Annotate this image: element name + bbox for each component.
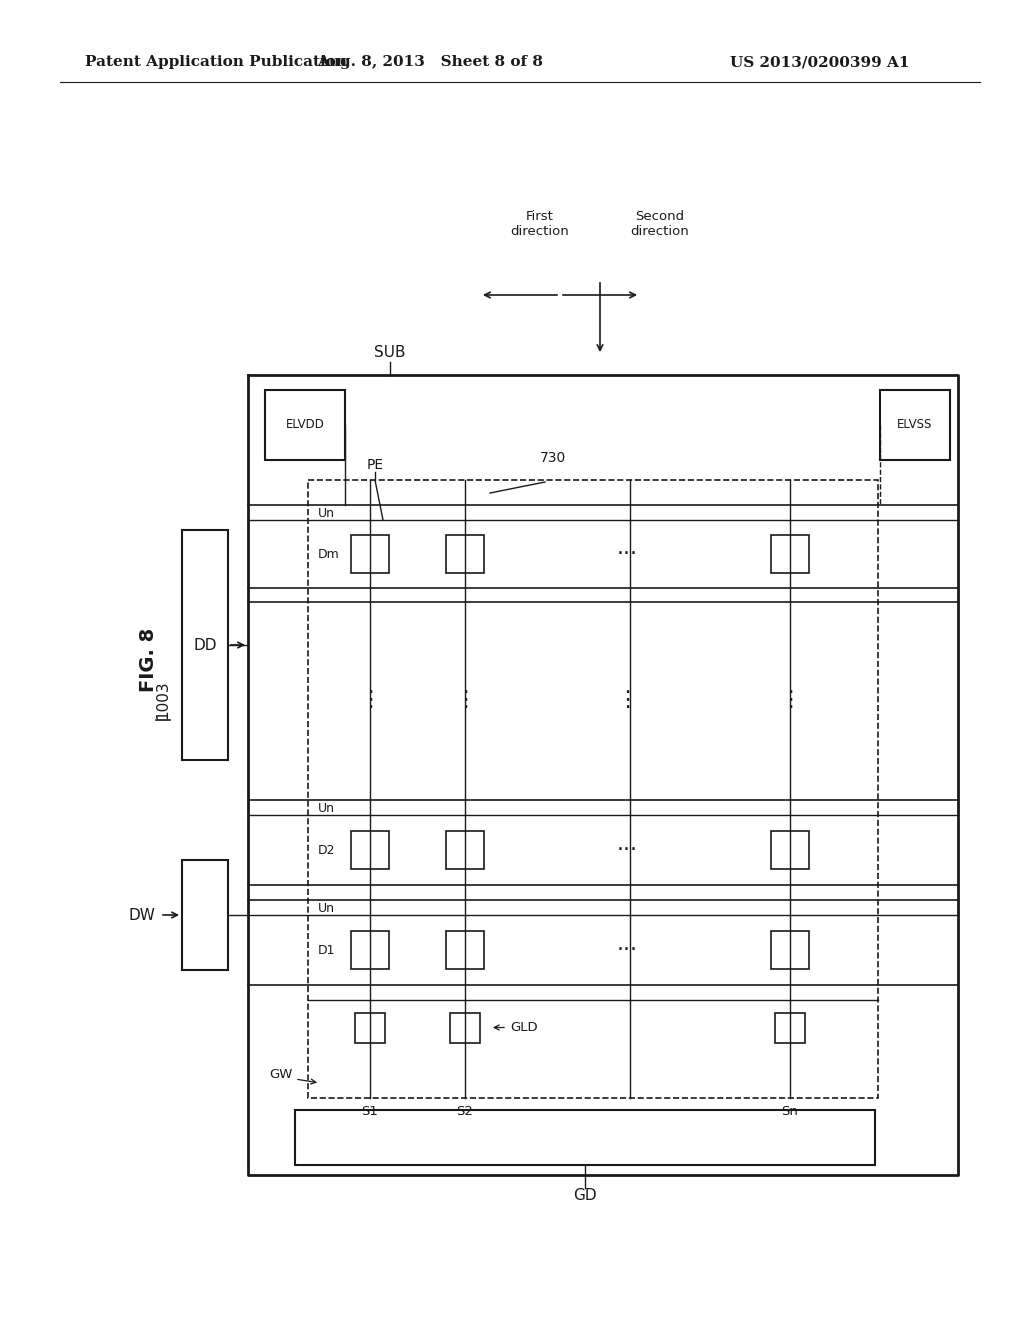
Bar	[771, 832, 809, 869]
Bar	[775, 1012, 805, 1043]
Bar	[182, 861, 228, 970]
Text: Aug. 8, 2013   Sheet 8 of 8: Aug. 8, 2013 Sheet 8 of 8	[317, 55, 543, 69]
Bar	[265, 389, 345, 459]
Bar	[450, 1012, 480, 1043]
Bar	[351, 535, 389, 573]
Text: ···: ···	[617, 940, 638, 960]
Text: Un: Un	[318, 507, 335, 520]
Text: First
direction: First direction	[511, 210, 569, 238]
Bar	[446, 931, 484, 969]
Text: GLD: GLD	[510, 1020, 538, 1034]
Text: GW: GW	[269, 1068, 293, 1081]
Text: Second
direction: Second direction	[631, 210, 689, 238]
Text: 1003: 1003	[156, 681, 171, 719]
Text: ···: ···	[617, 544, 638, 564]
Text: ELVSS: ELVSS	[897, 418, 933, 432]
Text: ⋮: ⋮	[358, 690, 381, 710]
Text: SUB: SUB	[374, 345, 406, 360]
Bar	[351, 931, 389, 969]
Bar	[446, 535, 484, 573]
Text: S2: S2	[457, 1105, 473, 1118]
Text: ···: ···	[617, 840, 638, 861]
Text: ⋮: ⋮	[616, 690, 639, 710]
Bar	[182, 531, 228, 760]
Bar	[771, 535, 809, 573]
Text: ELVDD: ELVDD	[286, 418, 325, 432]
Text: FIG. 8: FIG. 8	[138, 628, 158, 692]
Text: ⋮: ⋮	[454, 690, 476, 710]
Text: GD: GD	[573, 1188, 597, 1203]
Bar	[446, 832, 484, 869]
Text: 730: 730	[540, 451, 566, 465]
Text: Un: Un	[318, 803, 335, 814]
Bar	[351, 832, 389, 869]
Text: DD: DD	[194, 638, 217, 652]
Bar	[880, 389, 950, 459]
Bar	[295, 1110, 874, 1166]
Text: D2: D2	[318, 843, 336, 857]
Text: Sn: Sn	[781, 1105, 799, 1118]
Text: ⋮: ⋮	[779, 690, 801, 710]
Text: Dm: Dm	[318, 548, 340, 561]
Bar	[308, 480, 878, 1098]
Text: Un: Un	[318, 902, 335, 915]
Text: DW: DW	[128, 908, 155, 923]
Bar	[771, 931, 809, 969]
Text: D1: D1	[318, 944, 336, 957]
Text: PE: PE	[367, 458, 384, 473]
Text: Patent Application Publication: Patent Application Publication	[85, 55, 347, 69]
Text: US 2013/0200399 A1: US 2013/0200399 A1	[730, 55, 909, 69]
Bar	[355, 1012, 385, 1043]
Text: S1: S1	[361, 1105, 379, 1118]
